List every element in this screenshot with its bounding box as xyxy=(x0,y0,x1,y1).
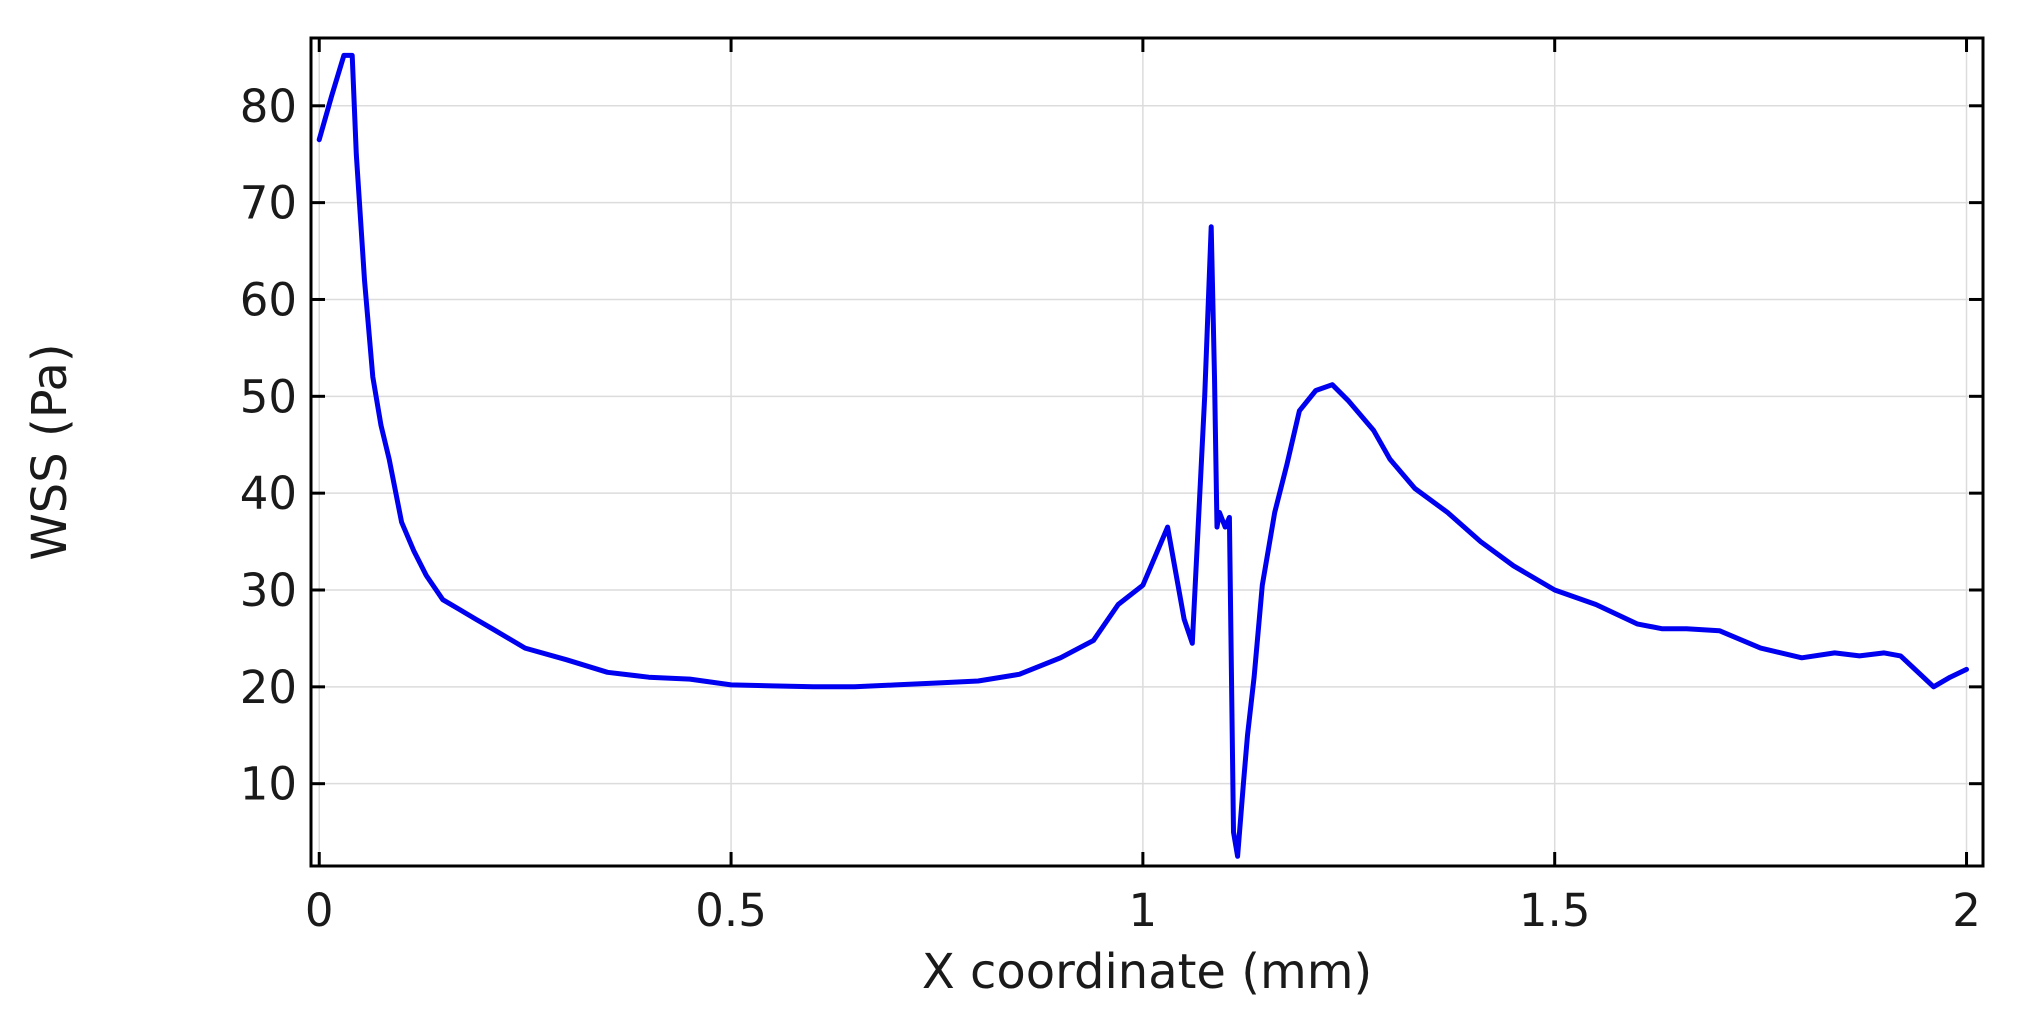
plot-area xyxy=(316,52,1969,859)
y-tick-label: 60 xyxy=(240,273,297,326)
x-tick-label: 0 xyxy=(305,884,334,937)
x-tick-label: 0.5 xyxy=(695,884,767,937)
y-axis-tick-labels: 10 20 30 40 50 60 70 80 xyxy=(240,80,297,811)
x-axis-tick-labels: 0 0.5 1 1.5 2 xyxy=(305,884,1981,937)
x-tick-label: 1.5 xyxy=(1519,884,1591,937)
x-axis-title: X coordinate (mm) xyxy=(922,944,1372,1000)
y-tick-label: 70 xyxy=(240,177,297,230)
y-tick-label: 80 xyxy=(240,80,297,133)
y-tick-label: 50 xyxy=(240,370,297,423)
x-tick-label: 2 xyxy=(1952,884,1981,937)
y-tick-label: 40 xyxy=(240,467,297,520)
y-tick-label: 10 xyxy=(240,758,297,811)
series-line xyxy=(316,52,1969,859)
x-tick-label: 1 xyxy=(1129,884,1158,937)
plot-frame xyxy=(309,36,1985,868)
y-axis-title: WSS (Pa) xyxy=(22,343,78,560)
tick-marks xyxy=(311,38,1983,866)
gridlines xyxy=(311,38,1983,866)
y-tick-label: 30 xyxy=(240,564,297,617)
y-tick-label: 20 xyxy=(240,661,297,714)
